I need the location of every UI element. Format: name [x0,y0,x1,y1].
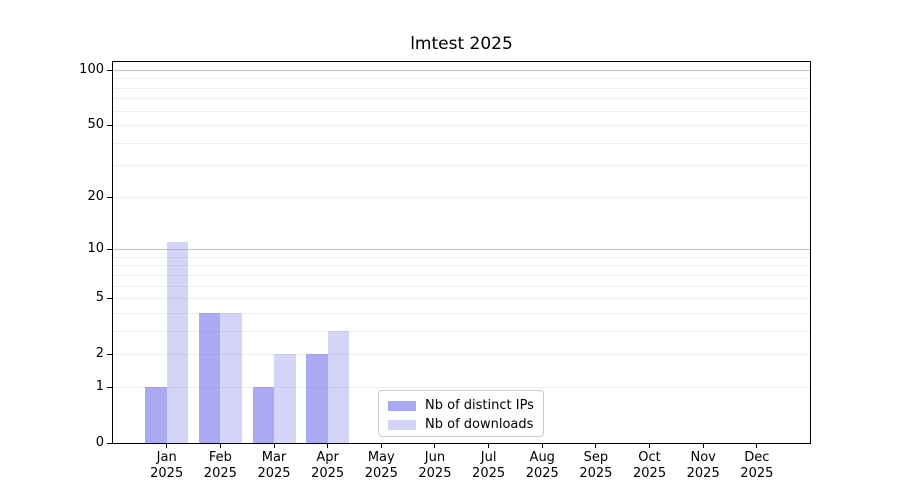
y-tick-label: 100 [79,62,104,77]
gridline [113,298,810,300]
gridline [113,386,810,388]
chart-title: lmtest 2025 [410,34,513,54]
legend-item-downloads: Nb of downloads [388,417,535,432]
gridline [113,265,810,267]
bar-distinct-ips [306,354,328,443]
legend-label-distinct-ips: Nb of distinct IPs [425,398,534,413]
x-tick-label: May 2025 [364,450,398,481]
x-tick-label: Sep 2025 [579,450,613,481]
x-tick-mark [166,444,168,448]
gridline [113,256,810,258]
x-tick-mark [702,444,704,448]
legend-swatch-downloads-icon [388,419,416,430]
y-tick-mark [107,298,112,300]
y-tick-mark [107,125,112,127]
legend: Nb of distinct IPs Nb of downloads [378,390,544,437]
y-tick-mark [107,196,112,198]
x-tick-mark [541,444,543,448]
y-tick-label: 1 [95,378,104,394]
gridline [113,196,810,198]
legend-label-downloads: Nb of downloads [425,417,534,432]
plot-area [112,61,811,444]
x-tick-label: Mar 2025 [257,450,291,481]
x-tick-label: Nov 2025 [686,450,720,481]
gridline [113,165,810,167]
gridline [113,78,810,80]
x-tick-label: Oct 2025 [633,450,667,481]
y-tick-label: 50 [87,117,104,133]
gridline [113,125,810,127]
x-tick-mark [273,444,275,448]
legend-swatch-distinct-ips-icon [388,400,416,411]
x-tick-label: Jul 2025 [472,450,506,481]
x-tick-label: Apr 2025 [311,450,345,481]
x-tick-mark [380,444,382,448]
x-tick-label: Feb 2025 [203,450,237,481]
legend-item-distinct-ips: Nb of distinct IPs [388,398,535,413]
y-tick-mark [107,354,112,356]
x-tick-mark [488,444,490,448]
y-tick-label: 5 [95,290,104,306]
y-tick-mark [107,70,112,71]
y-tick-label: 10 [87,241,104,257]
gridline [113,87,810,89]
x-tick-mark [649,444,651,448]
gridline [113,285,810,287]
bar-distinct-ips [198,312,221,443]
x-tick-label: Aug 2025 [525,450,559,481]
x-tick-label: Dec 2025 [740,450,774,481]
bar-downloads [220,312,242,443]
x-tick-label: Jan 2025 [150,450,184,481]
y-tick-mark [107,443,112,444]
gridline [113,110,810,112]
y-tick-label: 0 [95,435,104,450]
bar-downloads [166,242,189,443]
y-tick-label: 2 [95,346,104,362]
y-tick-mark [107,249,112,251]
y-tick-label: 20 [87,188,104,204]
gridline [113,142,810,144]
gridline [113,98,810,100]
x-tick-label: Jun 2025 [418,450,452,481]
x-tick-mark [434,444,436,448]
y-tick-mark [107,386,112,388]
gridline-major [113,249,810,251]
x-tick-mark [219,444,221,448]
bar-downloads [274,354,296,443]
x-tick-mark [595,444,597,448]
gridline [113,330,810,332]
bar-downloads [327,330,350,443]
gridline [113,274,810,276]
x-tick-mark [756,444,758,448]
gridline [113,354,810,356]
gridline-major [113,70,810,71]
gridline [113,312,810,314]
bar-distinct-ips [252,386,274,443]
bar-distinct-ips [145,386,167,443]
x-tick-mark [327,444,329,448]
